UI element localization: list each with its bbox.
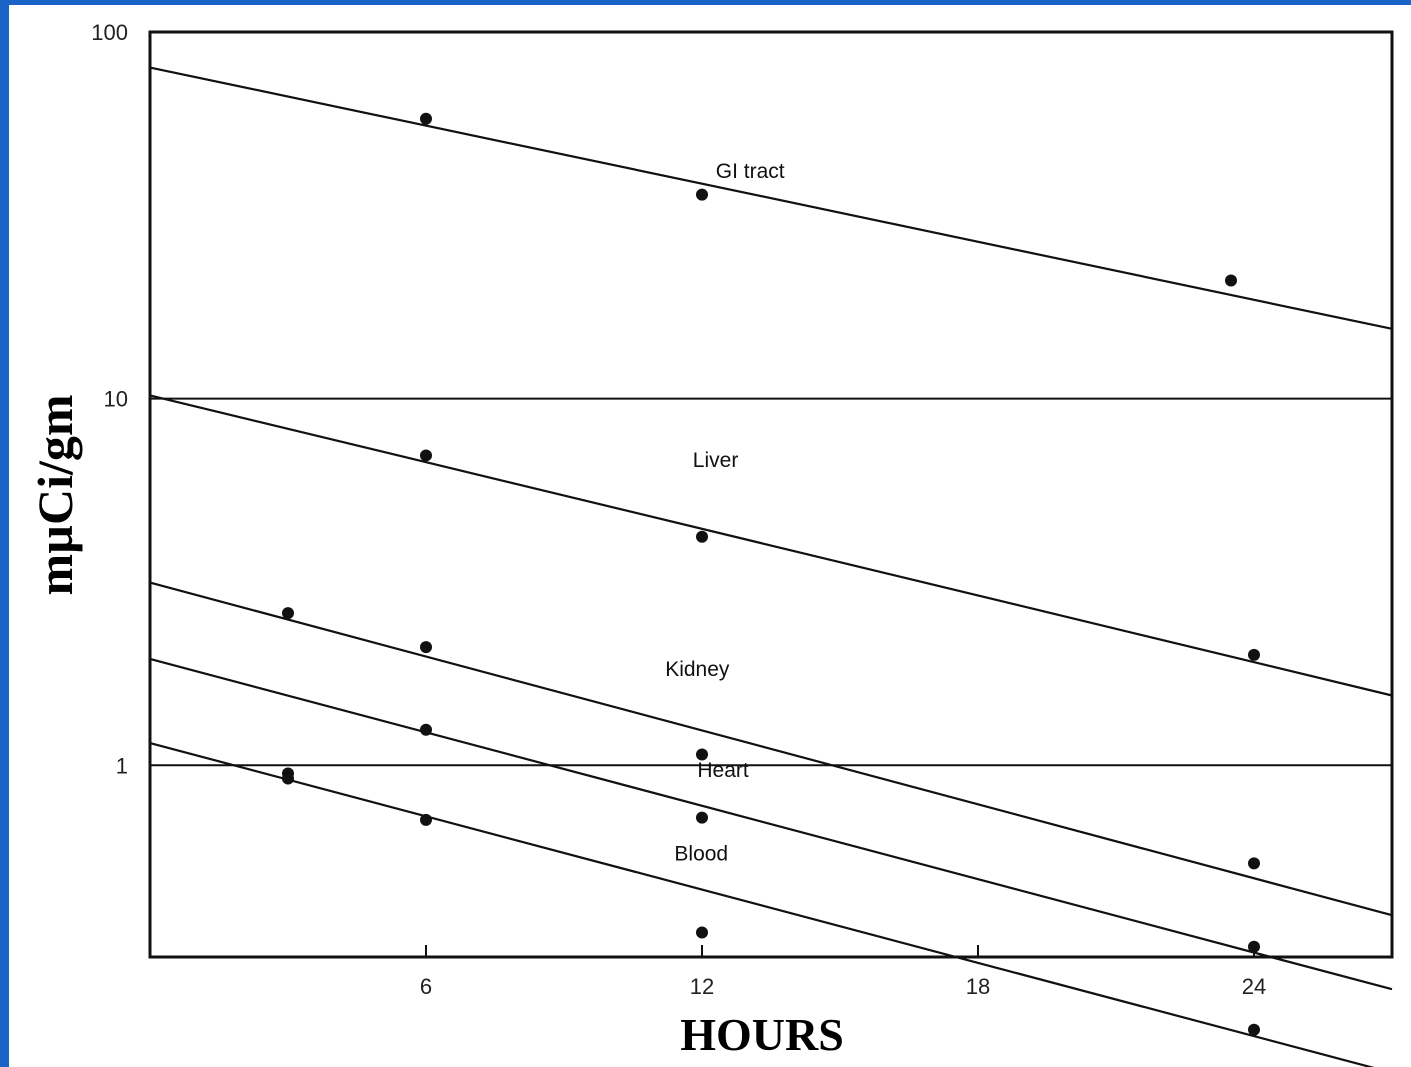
y-tick-label-100: 100 (91, 20, 128, 45)
data-point-liver-2 (1248, 648, 1260, 661)
series-line-blood (149, 741, 1375, 1067)
x-tick-label-12: 12 (690, 974, 714, 999)
x-tick-label-6: 6 (420, 974, 432, 999)
data-point-heart-1 (420, 723, 432, 736)
series-label-liver: Liver (693, 449, 739, 472)
series-line-gi-tract (149, 66, 1393, 330)
data-point-blood-1 (420, 813, 432, 826)
grid-layer (150, 397, 1392, 767)
data-point-kidney-0 (282, 607, 294, 620)
data-point-liver-0 (420, 449, 432, 462)
series-label-kidney: Kidney (665, 658, 730, 681)
y-axis-ticks: 1 10 100 (91, 20, 128, 778)
series-label-gi-tract: GI tract (716, 160, 785, 183)
data-point-gi-tract-2 (1225, 274, 1237, 287)
top-border (0, 0, 1411, 5)
x-tick-label-18: 18 (966, 974, 990, 999)
series-label-blood: Blood (674, 842, 728, 865)
series-label-heart: Heart (697, 759, 749, 782)
data-point-heart-2 (696, 811, 708, 824)
y-axis-title: mµCi/gm (27, 394, 83, 595)
series-labels: GI tract Liver Kidney Heart Blood (665, 160, 785, 866)
data-point-blood-3 (1248, 1023, 1260, 1036)
data-point-gi-tract-1 (696, 188, 708, 201)
series-line-liver (149, 394, 1393, 697)
series-line-kidney (149, 581, 1393, 917)
series-lines (149, 66, 1393, 1067)
data-point-liver-1 (696, 530, 708, 543)
plot-area-frame (148, 30, 1394, 959)
x-axis-title: HOURS (680, 1009, 844, 1060)
y-tick-label-1: 1 (116, 753, 128, 778)
series-line-heart (149, 657, 1393, 991)
data-point-blood-0 (282, 772, 294, 785)
data-point-kidney-1 (420, 641, 432, 654)
left-border (0, 0, 9, 1067)
x-axis-ticks: 6 12 18 24 (420, 945, 1266, 999)
data-point-gi-tract-0 (420, 112, 432, 125)
data-point-kidney-2 (696, 748, 708, 761)
x-tick-label-24: 24 (1242, 974, 1266, 999)
y-tick-label-10: 10 (104, 387, 128, 412)
data-points (282, 112, 1260, 1036)
data-point-kidney-3 (1248, 857, 1260, 870)
data-point-blood-2 (696, 926, 708, 939)
